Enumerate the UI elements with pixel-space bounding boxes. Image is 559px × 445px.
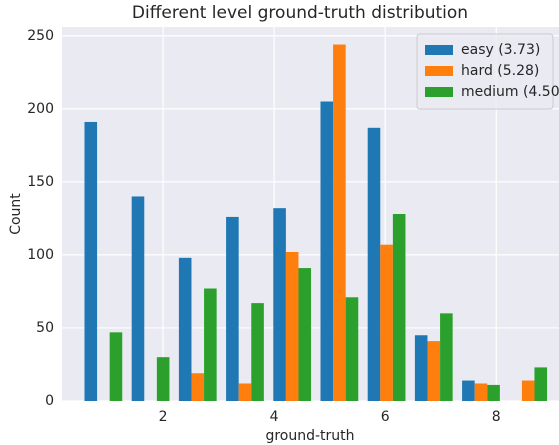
chart-title: Different level ground-truth distributio… [132, 3, 468, 23]
bar [392, 214, 406, 401]
bar [109, 332, 123, 401]
bar [191, 373, 205, 401]
y-tick-label: 250 [27, 28, 54, 44]
x-tick-label: 6 [381, 409, 390, 425]
bar [487, 384, 500, 401]
bar [273, 208, 286, 401]
x-tick-label: 4 [270, 409, 279, 425]
bar [84, 121, 98, 401]
bar [226, 216, 239, 401]
bar [414, 335, 428, 401]
bar [320, 101, 334, 401]
bar [238, 383, 252, 401]
bar [251, 303, 264, 401]
bar [440, 313, 453, 401]
legend-label: hard (5.28) [461, 63, 539, 79]
y-tick-label: 150 [27, 174, 54, 190]
bar [380, 244, 393, 401]
bar [333, 44, 346, 401]
bar [131, 196, 145, 401]
y-tick-label: 0 [45, 393, 54, 409]
bar [178, 257, 192, 401]
bar [534, 367, 548, 401]
y-tick-label: 50 [36, 320, 54, 336]
bar [462, 380, 475, 401]
y-tick-label: 100 [27, 247, 54, 263]
bar [474, 383, 488, 401]
bar [345, 297, 359, 401]
legend-swatch [425, 87, 453, 97]
y-axis-label: Count [8, 193, 24, 235]
x-tick-label: 2 [159, 409, 168, 425]
bar [298, 268, 312, 401]
x-axis-label: ground-truth [265, 428, 354, 444]
bar [285, 251, 299, 401]
legend-label: medium (4.50) [461, 84, 559, 100]
legend-label: easy (3.73) [461, 42, 540, 58]
legend-swatch [425, 66, 453, 76]
bar [427, 341, 441, 401]
bar [204, 288, 217, 401]
y-tick-label: 200 [27, 101, 54, 117]
bar [521, 380, 535, 401]
bar [156, 357, 170, 401]
x-tick-label: 8 [492, 409, 501, 425]
bar [367, 127, 381, 401]
legend-swatch [425, 45, 453, 55]
